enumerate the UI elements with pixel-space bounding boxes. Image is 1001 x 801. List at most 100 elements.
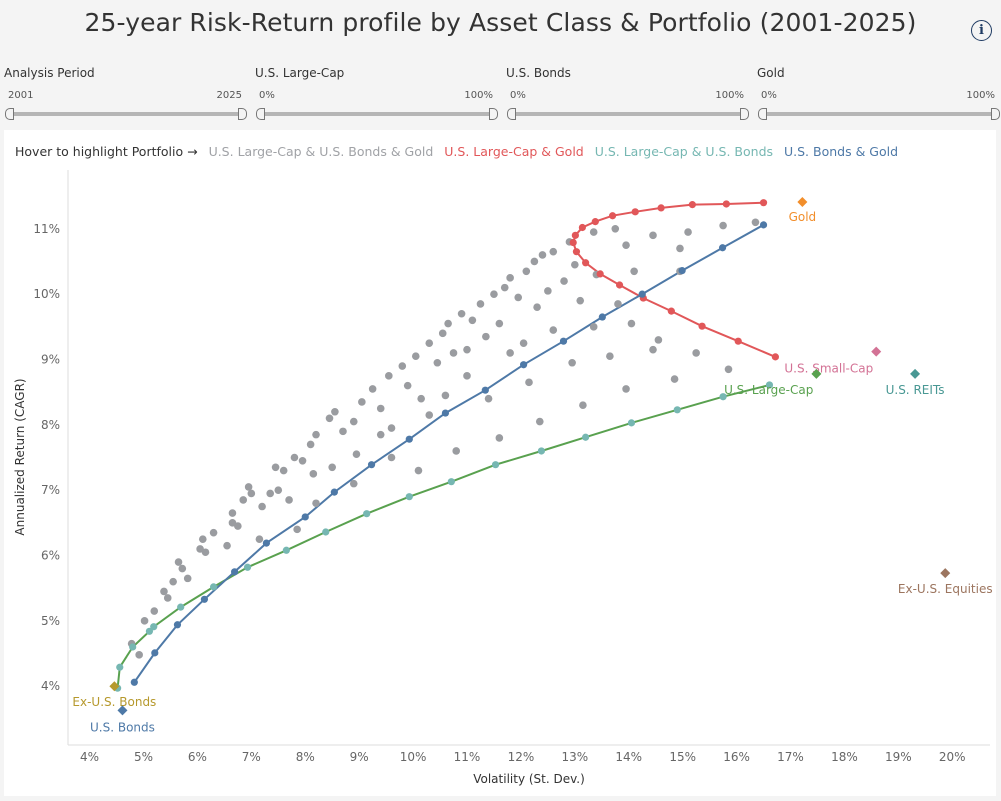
portfolio-point[interactable] (692, 349, 700, 357)
portfolio-point[interactable] (358, 398, 366, 406)
portfolio-point[interactable] (627, 419, 636, 427)
portfolio-point[interactable] (576, 296, 585, 305)
filter-gold[interactable]: Gold 0% 100% (757, 66, 1000, 120)
portfolio-point[interactable] (173, 621, 182, 629)
portfolio-point[interactable] (627, 319, 636, 328)
asset-marker[interactable] (910, 368, 921, 379)
portfolio-point[interactable] (444, 319, 452, 328)
portfolio-point[interactable] (591, 218, 599, 226)
portfolio-point[interactable] (549, 326, 558, 334)
portfolio-point[interactable] (449, 349, 458, 357)
slider-max-handle[interactable] (489, 108, 498, 120)
asset-marker[interactable] (871, 346, 882, 357)
portfolio-point[interactable] (209, 528, 218, 537)
portfolio-point[interactable] (522, 267, 531, 276)
series-line[interactable] (116, 384, 770, 689)
range-slider[interactable] (507, 108, 749, 120)
portfolio-point[interactable] (569, 238, 577, 247)
portfolio-point[interactable] (684, 228, 692, 236)
portfolio-point[interactable] (506, 349, 514, 357)
portfolio-point[interactable] (285, 496, 293, 504)
portfolio-point[interactable] (649, 231, 657, 240)
portfolio-point[interactable] (140, 617, 149, 625)
legend-item-bonds-gold[interactable]: U.S. Bonds & Gold (784, 144, 899, 159)
portfolio-point[interactable] (719, 393, 727, 401)
portfolio-point[interactable] (538, 251, 547, 259)
portfolio-point[interactable] (331, 407, 339, 416)
portfolio-point[interactable] (441, 409, 450, 417)
portfolio-point[interactable] (611, 225, 620, 233)
portfolio-point[interactable] (135, 651, 143, 659)
legend-item-large-cap-bonds-gold[interactable]: U.S. Large-Cap & U.S. Bonds & Gold (208, 144, 434, 159)
portfolio-point[interactable] (271, 463, 280, 472)
series-line[interactable] (133, 224, 764, 683)
portfolio-point[interactable] (759, 221, 768, 229)
portfolio-point[interactable] (771, 353, 780, 361)
slider-max-handle[interactable] (238, 108, 247, 120)
portfolio-point[interactable] (582, 259, 590, 267)
portfolio-point[interactable] (255, 535, 264, 543)
portfolio-point[interactable] (368, 385, 377, 393)
portfolio-point[interactable] (463, 372, 471, 380)
portfolio-point[interactable] (385, 372, 393, 380)
legend-item-large-cap-gold[interactable]: U.S. Large-Cap & Gold (444, 144, 584, 159)
range-slider[interactable] (758, 108, 1000, 120)
portfolio-point[interactable] (244, 483, 253, 491)
portfolio-point[interactable] (405, 493, 413, 501)
filter-us-bonds[interactable]: U.S. Bonds 0% 100% (506, 66, 749, 120)
range-slider[interactable] (5, 108, 247, 120)
portfolio-point[interactable] (150, 607, 159, 615)
portfolio-point[interactable] (457, 309, 466, 318)
portfolio-point[interactable] (231, 568, 239, 576)
portfolio-point[interactable] (163, 594, 172, 602)
slider-min-handle[interactable] (5, 108, 14, 120)
asset-marker[interactable] (940, 568, 951, 579)
portfolio-point[interactable] (718, 244, 727, 252)
asset-marker[interactable] (797, 197, 808, 208)
portfolio-point[interactable] (363, 510, 371, 518)
portfolio-point[interactable] (549, 247, 558, 256)
portfolio-point[interactable] (468, 316, 477, 325)
portfolio-point[interactable] (290, 453, 299, 462)
portfolio-point[interactable] (622, 241, 630, 249)
portfolio-point[interactable] (178, 564, 187, 573)
portfolio-point[interactable] (491, 461, 500, 469)
portfolio-point[interactable] (258, 502, 266, 511)
portfolio-point[interactable] (330, 488, 338, 496)
portfolio-point[interactable] (571, 260, 579, 269)
legend-item-large-cap-bonds[interactable]: U.S. Large-Cap & U.S. Bonds (594, 144, 774, 159)
filter-us-large-cap[interactable]: U.S. Large-Cap 0% 100% (255, 66, 498, 120)
portfolio-point[interactable] (759, 199, 768, 207)
portfolio-point[interactable] (376, 404, 385, 413)
portfolio-point[interactable] (339, 427, 347, 436)
portfolio-point[interactable] (433, 358, 442, 367)
portfolio-point[interactable] (282, 546, 290, 554)
portfolio-point[interactable] (572, 248, 581, 256)
portfolio-point[interactable] (676, 244, 684, 253)
portfolio-point[interactable] (151, 649, 159, 657)
portfolio-point[interactable] (349, 479, 358, 488)
portfolio-point[interactable] (568, 358, 576, 367)
portfolio-point[interactable] (417, 394, 425, 403)
portfolio-point[interactable] (589, 323, 598, 331)
portfolio-point[interactable] (325, 414, 334, 423)
portfolio-point[interactable] (638, 290, 646, 298)
portfolio-point[interactable] (293, 525, 301, 534)
portfolio-point[interactable] (530, 257, 539, 266)
portfolio-point[interactable] (398, 362, 407, 370)
portfolio-point[interactable] (544, 287, 552, 295)
portfolio-point[interactable] (519, 339, 528, 347)
portfolio-point[interactable] (200, 595, 209, 603)
portfolio-point[interactable] (722, 200, 730, 208)
portfolio-point[interactable] (243, 563, 252, 571)
portfolio-point[interactable] (387, 453, 396, 462)
portfolio-point[interactable] (266, 489, 274, 498)
portfolio-point[interactable] (274, 486, 283, 494)
portfolio-point[interactable] (150, 623, 158, 631)
portfolio-point[interactable] (484, 394, 493, 403)
portfolio-point[interactable] (425, 339, 434, 347)
portfolio-point[interactable] (667, 307, 675, 315)
portfolio-point[interactable] (670, 375, 679, 383)
portfolio-point[interactable] (622, 385, 630, 393)
portfolio-point[interactable] (116, 663, 124, 671)
